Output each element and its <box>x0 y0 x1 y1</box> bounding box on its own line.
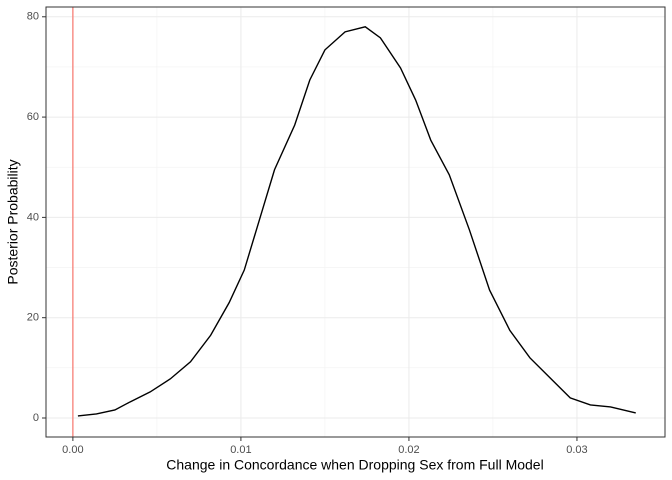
y-tick-label: 20 <box>27 312 39 324</box>
x-tick-label: 0.01 <box>230 444 251 456</box>
x-tick-label: 0.00 <box>62 444 83 456</box>
panel-border <box>45 6 666 438</box>
y-tick-label: 80 <box>27 11 39 23</box>
y-tick-label: 0 <box>33 412 39 424</box>
plot-background <box>46 7 665 437</box>
x-tick-label: 0.02 <box>398 444 419 456</box>
y-axis-title: Posterior Probability <box>5 159 21 284</box>
density-line <box>77 26 636 417</box>
x-tick-label: 0.03 <box>566 444 587 456</box>
y-tick-label: 60 <box>27 111 39 123</box>
y-tick-label: 40 <box>27 211 39 223</box>
x-axis-title: Change in Concordance when Dropping Sex … <box>166 457 543 473</box>
